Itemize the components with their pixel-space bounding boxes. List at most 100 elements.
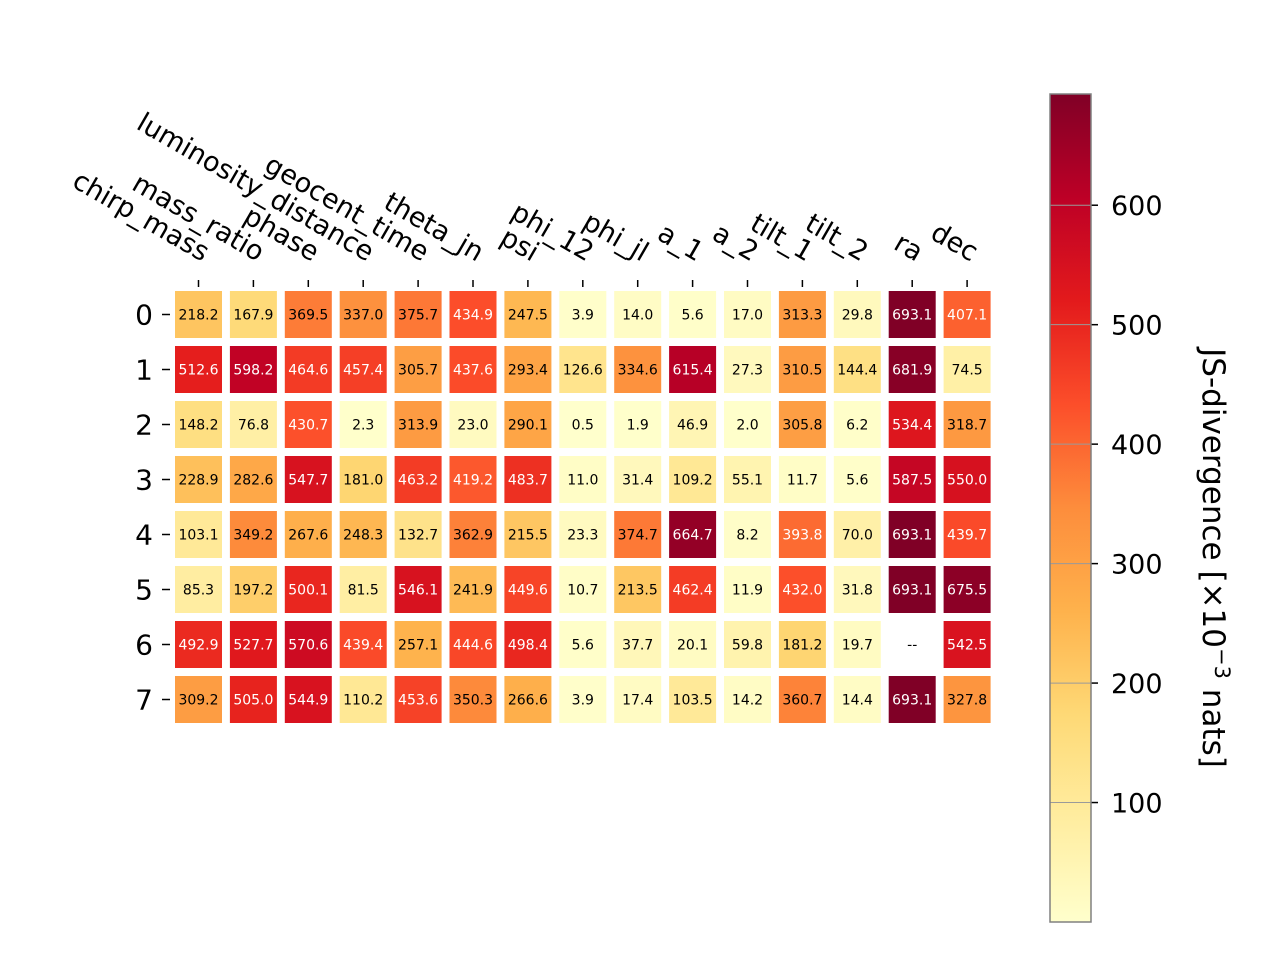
heatmap-cell: 310.5 <box>778 346 826 393</box>
heatmap-cell-label: 437.6 <box>453 363 493 379</box>
heatmap-cell-rect <box>449 346 497 393</box>
heatmap-cell: 1.9 <box>614 401 662 448</box>
heatmap-cell-rect <box>559 456 607 503</box>
heatmap-cell-label: -- <box>907 638 917 654</box>
heatmap-cell-label: 181.0 <box>343 473 383 489</box>
colorbar-label-exponent: −3 <box>1210 648 1234 679</box>
heatmap-cell-rect <box>943 676 991 723</box>
heatmap-cell-rect <box>394 291 442 338</box>
heatmap-cell-label: 334.6 <box>618 363 658 379</box>
heatmap-cell-label: 5.6 <box>572 638 594 654</box>
heatmap-cell-label: 362.9 <box>453 528 493 544</box>
heatmap-cell-label: 17.0 <box>732 308 763 324</box>
heatmap-cell-label: 512.6 <box>178 363 218 379</box>
heatmap-cell: 547.7 <box>284 456 332 503</box>
heatmap-cell: 103.1 <box>175 511 222 558</box>
heatmap-cell-label: 2.3 <box>352 418 374 434</box>
column-label: ra <box>889 227 928 268</box>
heatmap-cell-rect <box>833 676 881 723</box>
row-label: 7 <box>135 684 153 717</box>
heatmap-cell-rect <box>449 511 497 558</box>
heatmap-cell-rect <box>943 456 991 503</box>
heatmap-cell-label: 439.4 <box>343 638 383 654</box>
heatmap-cell-label: 393.8 <box>782 528 822 544</box>
heatmap-cell-label: 449.6 <box>508 583 548 599</box>
heatmap-cell-rect <box>504 566 552 613</box>
heatmap-cell-label: 14.4 <box>842 693 873 709</box>
heatmap-cell-rect <box>394 401 442 448</box>
heatmap-cell-rect <box>669 346 717 393</box>
heatmap-cell-label: 213.5 <box>618 583 658 599</box>
heatmap-cell-rect <box>284 456 332 503</box>
row-label: 6 <box>135 629 153 662</box>
heatmap-cell-label: 369.5 <box>288 308 328 324</box>
heatmap-cell: 109.2 <box>669 456 717 503</box>
heatmap-cell-label: 76.8 <box>238 418 269 434</box>
heatmap-cell: 132.7 <box>394 511 442 558</box>
heatmap-cell: 463.2 <box>394 456 442 503</box>
heatmap-cell-label: 542.5 <box>947 638 987 654</box>
heatmap-cell-label: 3.9 <box>572 308 594 324</box>
heatmap-cell-label: 483.7 <box>508 473 548 489</box>
heatmap-cell-rect <box>833 456 881 503</box>
heatmap-cell: 197.2 <box>229 566 277 613</box>
heatmap-cell-label: 5.6 <box>681 308 703 324</box>
heatmap-cell-rect <box>229 456 277 503</box>
heatmap-cell-rect <box>559 566 607 613</box>
heatmap-cell: 3.9 <box>559 291 607 338</box>
heatmap-cell-label: 31.4 <box>622 473 653 489</box>
heatmap-cell: 248.3 <box>339 511 387 558</box>
heatmap-cell: 498.4 <box>504 621 552 668</box>
heatmap-cell: 144.4 <box>833 346 881 393</box>
heatmap-cell: 453.6 <box>394 676 442 723</box>
heatmap-cell-label: 103.1 <box>178 528 218 544</box>
heatmap-cell-label: 681.9 <box>892 363 932 379</box>
row-label: 0 <box>135 299 153 332</box>
heatmap-cell-label: 337.0 <box>343 308 383 324</box>
heatmap-cell-label: 664.7 <box>673 528 713 544</box>
heatmap-cell: 350.3 <box>449 676 497 723</box>
heatmap-cell-rect <box>614 346 662 393</box>
heatmap-cell-label: 181.2 <box>782 638 822 654</box>
heatmap-cell-rect <box>284 346 332 393</box>
heatmap-cell-rect <box>614 676 662 723</box>
heatmap-cell-label: 59.8 <box>732 638 763 654</box>
heatmap-cell-label: 109.2 <box>673 473 713 489</box>
heatmap-cell-rect <box>394 676 442 723</box>
heatmap-cell-rect <box>559 621 607 668</box>
heatmap-cell: 17.0 <box>724 291 771 338</box>
heatmap-cell-rect <box>778 676 826 723</box>
heatmap-cell-rect <box>833 346 881 393</box>
heatmap-cell-label: 505.0 <box>233 693 273 709</box>
heatmap-cell: 37.7 <box>614 621 662 668</box>
heatmap-cell-label: 350.3 <box>453 693 493 709</box>
heatmap-cell-label: 360.7 <box>782 693 822 709</box>
heatmap-cell-rect <box>833 291 881 338</box>
heatmap-cell: 213.5 <box>614 566 662 613</box>
heatmap-cell-label: 615.4 <box>673 363 713 379</box>
heatmap-cell-rect <box>229 621 277 668</box>
heatmap-cell-rect <box>888 456 936 503</box>
heatmap-cell-rect <box>284 291 332 338</box>
heatmap-cell-label: 17.4 <box>622 693 653 709</box>
colorbar-frame <box>1049 93 1092 923</box>
heatmap-cell: 2.3 <box>339 401 387 448</box>
heatmap-cell-label: 103.5 <box>673 693 713 709</box>
heatmap-cell: 419.2 <box>449 456 497 503</box>
heatmap-cell: 27.3 <box>724 346 771 393</box>
heatmap-cell-label: 407.1 <box>947 308 987 324</box>
heatmap-cell-rect <box>504 346 552 393</box>
heatmap-cell-rect <box>229 401 277 448</box>
colorbar-label: JS-divergence [×10−3 nats] <box>1195 346 1234 768</box>
heatmap-cell-rect <box>175 566 222 613</box>
row-label: 2 <box>135 409 153 442</box>
heatmap-cell: 293.4 <box>504 346 552 393</box>
heatmap-cell: 693.1 <box>888 566 936 613</box>
heatmap-cell-label: 313.3 <box>782 308 822 324</box>
heatmap-cell-rect <box>669 621 717 668</box>
heatmap-cell: 587.5 <box>888 456 936 503</box>
heatmap-cell: 167.9 <box>229 291 277 338</box>
heatmap-cell-label: 241.9 <box>453 583 493 599</box>
heatmap-cell-rect <box>559 511 607 558</box>
